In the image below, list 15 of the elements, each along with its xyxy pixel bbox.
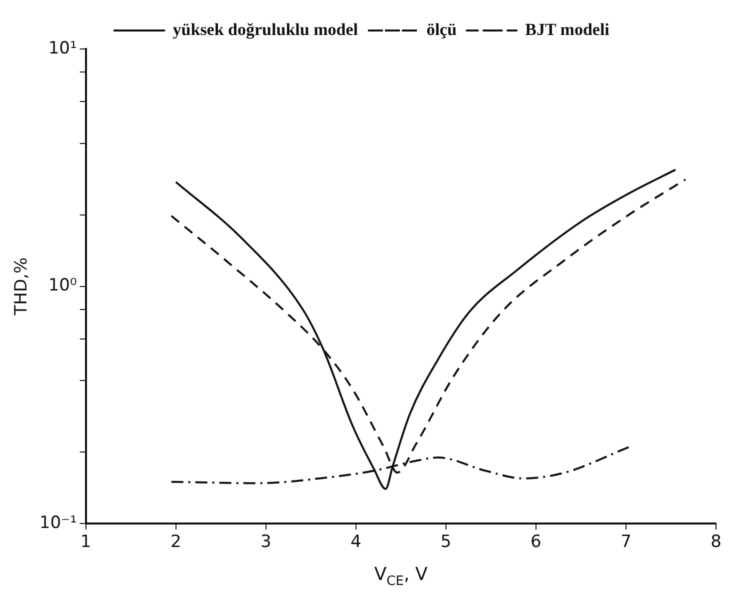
x-tick-label: 1 — [80, 532, 92, 552]
y-tick-label: 10⁻¹ — [39, 513, 77, 534]
legend-label: yüksek doğruluklu model — [172, 20, 358, 39]
x-tick-label: 7 — [620, 532, 632, 552]
y-tick-label: 10⁰ — [48, 276, 77, 296]
legend-label: ölçü — [426, 20, 457, 39]
x-tick-label: 4 — [350, 532, 362, 552]
y-axis-title: THD,% — [12, 257, 32, 316]
y-tick-label: 10¹ — [48, 38, 77, 58]
legend-label: BJT modeli — [525, 20, 610, 39]
x-tick-label: 8 — [710, 532, 722, 552]
x-tick-label: 5 — [440, 532, 452, 552]
x-tick-label: 2 — [170, 532, 182, 552]
x-tick-label: 6 — [530, 532, 542, 552]
x-tick-label: 3 — [260, 532, 272, 552]
